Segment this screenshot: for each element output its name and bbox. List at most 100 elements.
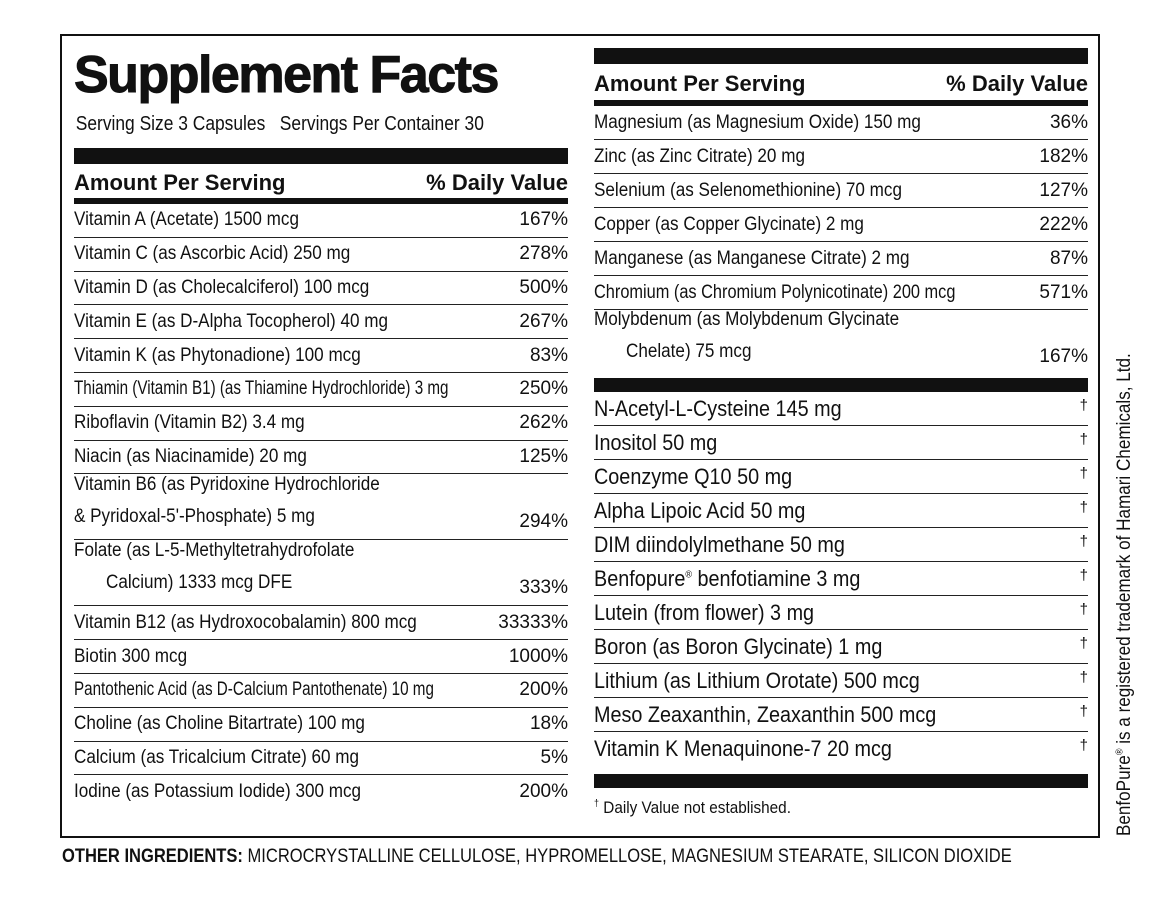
nutrient-name: Chromium (as Chromium Polynicotinate) 20… bbox=[594, 281, 956, 303]
nutrient-name: Vitamin A (Acetate) 1500 mcg bbox=[74, 209, 299, 231]
left-column: Supplement Facts Serving Size 3 Capsules… bbox=[74, 40, 568, 809]
ingredient-row: Meso Zeaxanthin, Zeaxanthin 500 mcg † bbox=[594, 698, 1088, 732]
ingredient-name: Alpha Lipoic Acid 50 mg bbox=[594, 497, 806, 523]
ingredient-dv: † bbox=[1079, 567, 1088, 584]
nutrient-dv: 222% bbox=[1039, 213, 1088, 235]
mineral-row: Manganese (as Manganese Citrate) 2 mg 87% bbox=[594, 242, 1088, 276]
divider-thick bbox=[594, 774, 1088, 788]
mineral-row: Zinc (as Zinc Citrate) 20 mg 182% bbox=[594, 140, 1088, 174]
ingredient-name: Coenzyme Q10 50 mg bbox=[594, 463, 793, 489]
nutrient-dv: 267% bbox=[519, 310, 568, 332]
ingredient-dv: † bbox=[1079, 737, 1088, 754]
ingredient-name: Lithium (as Lithium Orotate) 500 mcg bbox=[594, 667, 920, 693]
daily-value-label: % Daily Value bbox=[426, 170, 568, 195]
nutrient-name: Niacin (as Niacinamide) 20 mg bbox=[74, 445, 307, 467]
nutrient-name: Selenium (as Selenomethionine) 70 mcg bbox=[594, 179, 902, 201]
servings-per-container: Servings Per Container 30 bbox=[279, 113, 484, 135]
ingredient-row: Vitamin K Menaquinone-7 20 mcg † bbox=[594, 732, 1088, 766]
amount-per-serving-label: Amount Per Serving bbox=[594, 71, 806, 96]
nutrient-row: Vitamin E (as D-Alpha Tocopherol) 40 mg 2… bbox=[74, 305, 568, 340]
nutrient-dv: 33333% bbox=[498, 611, 568, 633]
mineral-row: Selenium (as Selenomethionine) 70 mcg 127… bbox=[594, 174, 1088, 208]
page-title: Supplement Facts bbox=[74, 46, 500, 105]
footnote: † Daily Value not established. bbox=[594, 788, 1088, 818]
nutrient-dv: 278% bbox=[519, 243, 568, 265]
ingredient-dv: † bbox=[1079, 431, 1088, 448]
nutrient-dv: 167% bbox=[519, 209, 568, 231]
amount-per-serving-label: Amount Per Serving bbox=[74, 170, 286, 195]
nutrient-dv: 5% bbox=[540, 746, 568, 768]
ingredient-name-benfopure: Benfopure® benfotiamine 3 mg bbox=[594, 566, 860, 592]
nutrient-dv: 83% bbox=[529, 344, 568, 366]
mineral-row: Copper (as Copper Glycinate) 2 mg 222% bbox=[594, 208, 1088, 242]
ingredient-name: N-Acetyl-L-Cysteine 145 mg bbox=[594, 395, 842, 421]
nutrient-row: Vitamin B12 (as Hydroxocobalamin) 800 mc… bbox=[74, 606, 568, 641]
nutrient-row: Choline (as Choline Bitartrate) 100 mg 18… bbox=[74, 708, 568, 742]
registered-mark: ® bbox=[685, 569, 693, 581]
serving-info: Serving Size 3 Capsules Servings Per Con… bbox=[74, 110, 572, 138]
ingredient-dv: † bbox=[1079, 601, 1088, 618]
nutrient-dv: 87% bbox=[1049, 247, 1088, 269]
trademark-notice: BenfoPure® is a registered trademark of … bbox=[1114, 236, 1136, 836]
ingredient-dv: † bbox=[1079, 499, 1088, 516]
nutrient-row-folate: Folate (as L-5-Methyltetrahydrofolate Ca… bbox=[74, 540, 568, 607]
nutrient-row: Biotin 300 mcg 1000% bbox=[74, 640, 568, 674]
nutrient-row: Thiamin (Vitamin B1) (as Thiamine Hydroc… bbox=[74, 373, 568, 407]
nutrient-name: Vitamin B12 (as Hydroxocobalamin) 800 mc… bbox=[74, 611, 417, 633]
nutrient-name-line1: Folate (as L-5-Methyltetrahydrofolate bbox=[74, 540, 355, 562]
nutrient-name: Thiamin (Vitamin B1) (as Thiamine Hydroc… bbox=[74, 378, 449, 400]
nutrient-row: Vitamin C (as Ascorbic Acid) 250 mg 278% bbox=[74, 238, 568, 272]
nutrient-dv: 1000% bbox=[508, 645, 568, 667]
nutrient-dv: 125% bbox=[519, 445, 568, 467]
ingredient-row: DIM diindolylmethane 50 mg † bbox=[594, 528, 1088, 562]
nutrient-dv: 200% bbox=[519, 679, 568, 701]
nutrient-name: Vitamin K (as Phytonadione) 100 mcg bbox=[74, 344, 361, 366]
ingredient-name: Lutein (from flower) 3 mg bbox=[594, 599, 815, 625]
ingredient-name: Boron (as Boron Glycinate) 1 mg bbox=[594, 633, 883, 659]
nutrient-name-line2: Calcium) 1333 mcg DFE bbox=[106, 572, 293, 594]
nutrient-dv: 333% bbox=[519, 577, 568, 599]
ingredient-row: Lutein (from flower) 3 mg † bbox=[594, 596, 1088, 630]
footnote-dagger: † bbox=[594, 798, 600, 810]
nutrient-name: Biotin 300 mcg bbox=[74, 645, 188, 667]
ingredient-dv: † bbox=[1079, 669, 1088, 686]
nutrient-name: Magnesium (as Magnesium Oxide) 150 mg bbox=[594, 111, 921, 133]
nutrient-dv: 36% bbox=[1049, 111, 1088, 133]
divider-thick bbox=[594, 48, 1088, 64]
nutrient-dv: 262% bbox=[519, 412, 568, 434]
nutrient-name-line2: & Pyridoxal-5'-Phosphate) 5 mg bbox=[74, 506, 315, 528]
nutrient-name: Choline (as Choline Bitartrate) 100 mg bbox=[74, 713, 365, 735]
nutrient-dv: 571% bbox=[1039, 281, 1088, 303]
nutrient-row: Riboflavin (Vitamin B2) 3.4 mg 262% bbox=[74, 407, 568, 441]
other-ingredients-label: OTHER INGREDIENTS: bbox=[62, 846, 243, 867]
nutrient-name: Calcium (as Tricalcium Citrate) 60 mg bbox=[74, 746, 360, 768]
mineral-row-molybdenum: Molybdenum (as Molybdenum Glycinate Chel… bbox=[594, 310, 1088, 374]
supplement-facts-panel bbox=[60, 34, 1100, 838]
nutrient-row: Calcium (as Tricalcium Citrate) 60 mg 5% bbox=[74, 742, 568, 776]
nutrient-dv: 500% bbox=[519, 276, 568, 298]
right-header: Amount Per Serving % Daily Value bbox=[594, 64, 1088, 106]
nutrient-dv: 18% bbox=[529, 713, 568, 735]
nutrient-name: Vitamin D (as Cholecalciferol) 100 mcg bbox=[74, 276, 370, 298]
ingredient-row: Coenzyme Q10 50 mg † bbox=[594, 460, 1088, 494]
ingredient-row: Boron (as Boron Glycinate) 1 mg † bbox=[594, 630, 1088, 664]
daily-value-label: % Daily Value bbox=[946, 71, 1088, 96]
nutrient-dv: 182% bbox=[1039, 145, 1088, 167]
ingredient-dv: † bbox=[1079, 533, 1088, 550]
ingredient-name: Vitamin K Menaquinone-7 20 mcg bbox=[594, 736, 892, 761]
ingredient-row: Alpha Lipoic Acid 50 mg † bbox=[594, 494, 1088, 528]
nutrient-row: Vitamin K (as Phytonadione) 100 mcg 83% bbox=[74, 339, 568, 373]
trademark-text: is a registered trademark of Hamari Chem… bbox=[1114, 353, 1135, 749]
nutrient-name: Pantothenic Acid (as D-Calcium Pantothen… bbox=[74, 679, 434, 701]
nutrient-name: Iodine (as Potassium Iodide) 300 mcg bbox=[74, 781, 362, 803]
right-column: Amount Per Serving % Daily Value Magnesi… bbox=[594, 48, 1088, 818]
ingredient-row: Benfopure® benfotiamine 3 mg † bbox=[594, 562, 1088, 596]
registered-mark: ® bbox=[1114, 748, 1126, 756]
ingredient-dv: † bbox=[1079, 397, 1088, 414]
nutrient-name: Zinc (as Zinc Citrate) 20 mg bbox=[594, 145, 805, 167]
nutrient-dv: 250% bbox=[519, 378, 568, 400]
nutrient-row: Pantothenic Acid (as D-Calcium Pantothen… bbox=[74, 674, 568, 708]
ingredient-name: Benfopure bbox=[594, 565, 686, 591]
ingredient-dv: † bbox=[1079, 703, 1088, 720]
nutrient-dv: 127% bbox=[1039, 179, 1088, 201]
